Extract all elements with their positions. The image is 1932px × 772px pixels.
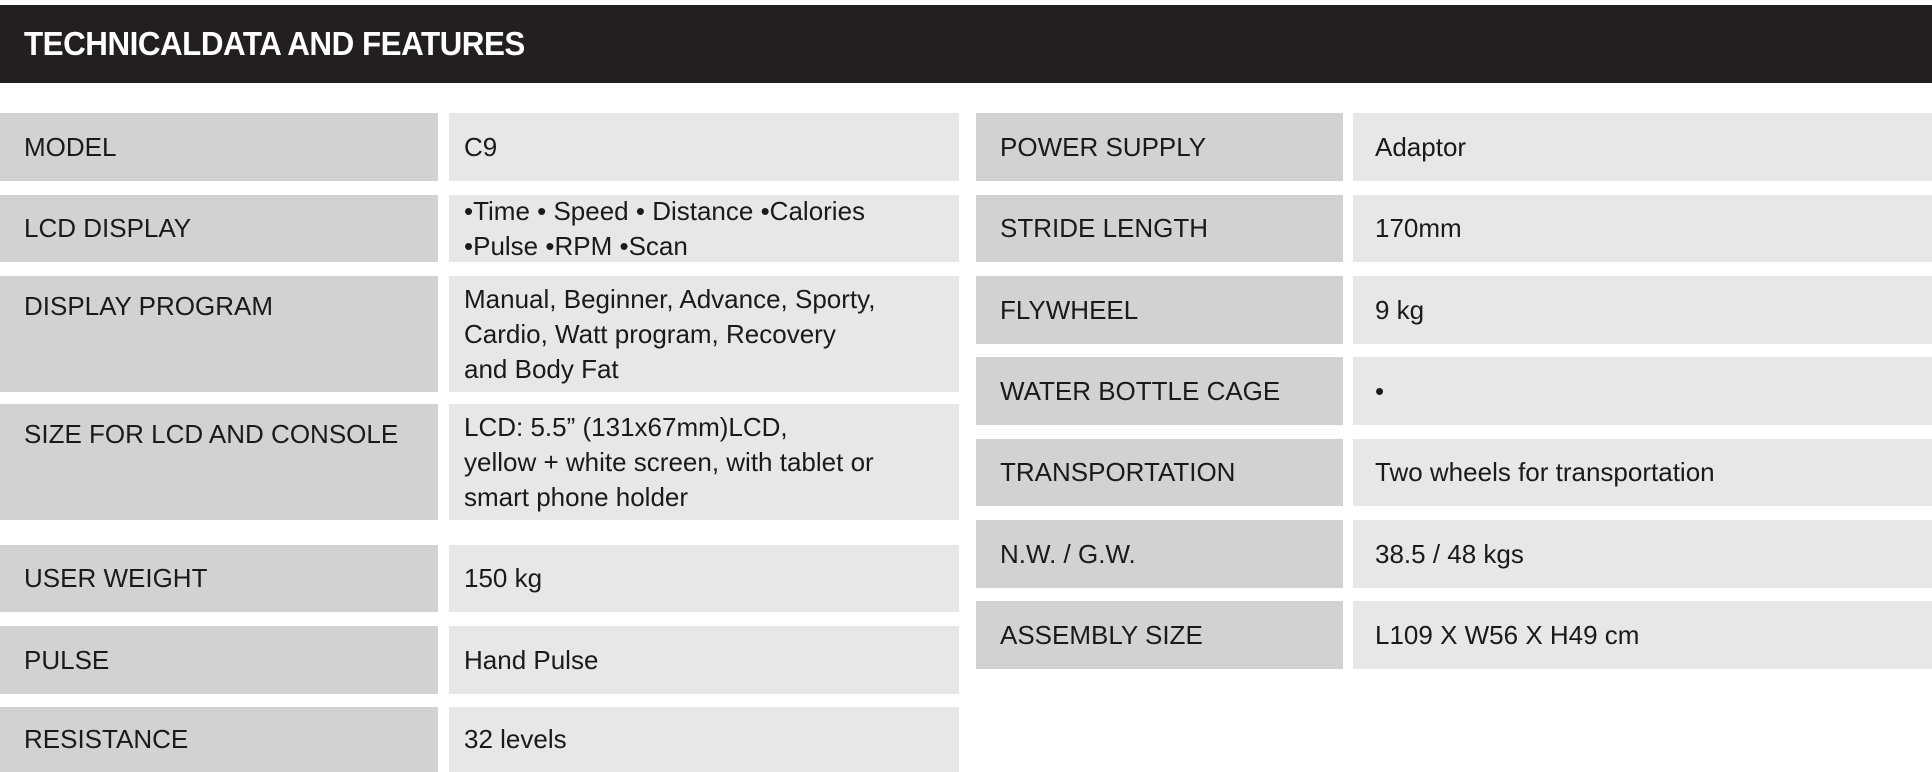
section-title: TECHNICALDATA AND FEATURES bbox=[24, 25, 525, 62]
spec-label-display-program: DISPLAY PROGRAM bbox=[0, 276, 438, 392]
spec-value-model: C9 bbox=[449, 113, 959, 181]
spec-label-water-bottle-cage: WATER BOTTLE CAGE bbox=[976, 357, 1343, 425]
spec-value-lcd-console-size: LCD: 5.5” (131x67mm)LCD, yellow + white … bbox=[449, 404, 959, 520]
spec-label-flywheel: FLYWHEEL bbox=[976, 276, 1343, 344]
spec-label-lcd-console-size: SIZE FOR LCD AND CONSOLE bbox=[0, 404, 438, 520]
spec-value-transportation: Two wheels for transportation bbox=[1353, 439, 1932, 506]
spec-label-assembly-size: ASSEMBLY SIZE bbox=[976, 601, 1343, 669]
spec-label-user-weight: USER WEIGHT bbox=[0, 545, 438, 612]
spec-label-lcd-display: LCD DISPLAY bbox=[0, 195, 438, 262]
spec-value-water-bottle-cage: • bbox=[1353, 357, 1932, 425]
spec-label-power-supply: POWER SUPPLY bbox=[976, 113, 1343, 181]
spec-value-resistance: 32 levels bbox=[449, 707, 959, 772]
spec-value-lcd-display: •Time • Speed • Distance •Calories •Puls… bbox=[449, 195, 959, 262]
spec-label-stride-length: STRIDE LENGTH bbox=[976, 195, 1343, 262]
spec-label-weight: N.W. / G.W. bbox=[976, 520, 1343, 588]
spec-value-flywheel: 9 kg bbox=[1353, 276, 1932, 344]
spec-value-power-supply: Adaptor bbox=[1353, 113, 1932, 181]
spec-value-user-weight: 150 kg bbox=[449, 545, 959, 612]
spec-value-display-program: Manual, Beginner, Advance, Sporty, Cardi… bbox=[449, 276, 959, 392]
spec-label-model: MODEL bbox=[0, 113, 438, 181]
spec-value-assembly-size: L109 X W56 X H49 cm bbox=[1353, 601, 1932, 669]
section-header: TECHNICALDATA AND FEATURES bbox=[0, 5, 1932, 83]
spec-label-pulse: PULSE bbox=[0, 626, 438, 694]
spec-value-pulse: Hand Pulse bbox=[449, 626, 959, 694]
spec-label-transportation: TRANSPORTATION bbox=[976, 439, 1343, 506]
spec-label-resistance: RESISTANCE bbox=[0, 707, 438, 772]
spec-value-weight: 38.5 / 48 kgs bbox=[1353, 520, 1932, 588]
spec-value-stride-length: 170mm bbox=[1353, 195, 1932, 262]
